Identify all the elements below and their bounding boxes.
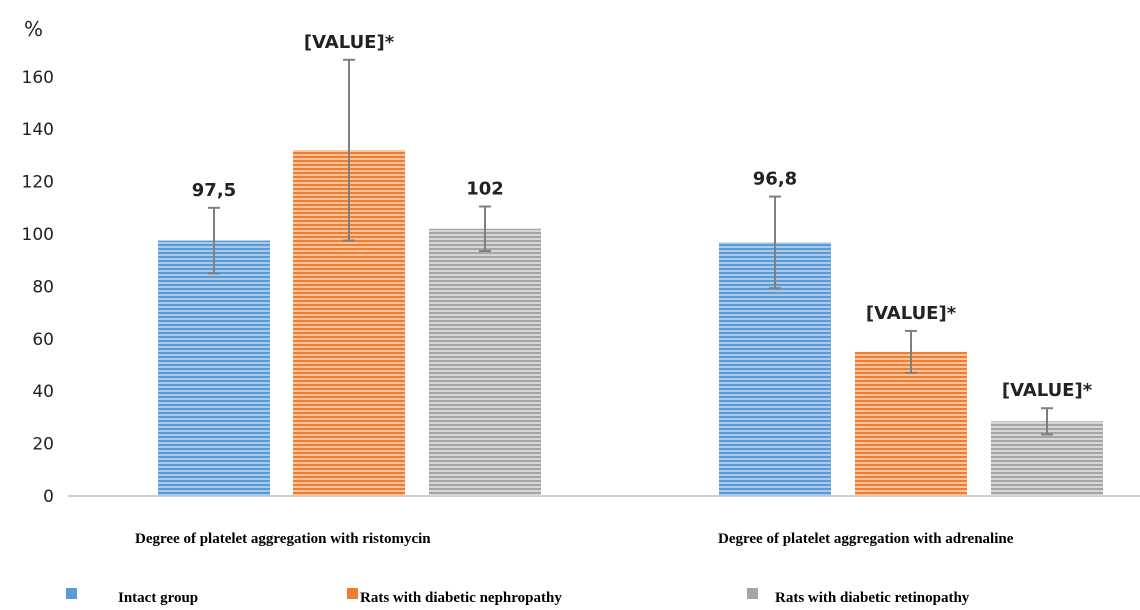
y-tick-label: 160 [22, 68, 54, 88]
y-tick-label: 100 [22, 225, 54, 245]
y-tick-label: 20 [32, 435, 54, 455]
y-axis-unit-label: % [24, 17, 43, 41]
legend-swatch [66, 588, 77, 599]
category-label: Degree of platelet aggregation with rist… [135, 531, 431, 547]
data-label: [VALUE]* [304, 32, 395, 53]
y-tick-label: 60 [32, 330, 54, 350]
data-label: 102 [466, 178, 504, 199]
legend-label: Intact group [118, 590, 198, 606]
data-label: 97,5 [192, 180, 236, 201]
legend-swatch [347, 588, 358, 599]
y-tick-label: 40 [32, 382, 54, 402]
error-bars [208, 58, 1053, 436]
y-axis-ticks: 0 20 40 60 80 100 120 140 160 [22, 68, 54, 507]
bar [855, 351, 967, 496]
data-labels: 97,5 96,8 [VALUE]* [VALUE]* 102 [VALUE]* [192, 32, 1093, 401]
data-label: [VALUE]* [866, 303, 957, 324]
y-tick-label: 120 [22, 173, 54, 193]
bar [429, 228, 541, 496]
data-label: [VALUE]* [1002, 380, 1093, 401]
legend: Intact group Rats with diabetic nephropat… [66, 588, 970, 606]
legend-label: Rats with diabetic retinopathy [775, 590, 970, 606]
y-tick-label: 140 [22, 120, 54, 140]
y-tick-label: 80 [32, 277, 54, 297]
legend-label: Rats with diabetic nephropathy [360, 590, 562, 606]
category-label: Degree of platelet aggregation with adre… [718, 531, 1014, 547]
y-tick-label: 0 [43, 487, 54, 507]
bar [158, 240, 270, 496]
bars [158, 150, 1103, 496]
legend-swatch [747, 588, 758, 599]
category-labels: Degree of platelet aggregation with rist… [135, 531, 1014, 547]
data-label: 96,8 [753, 169, 797, 190]
